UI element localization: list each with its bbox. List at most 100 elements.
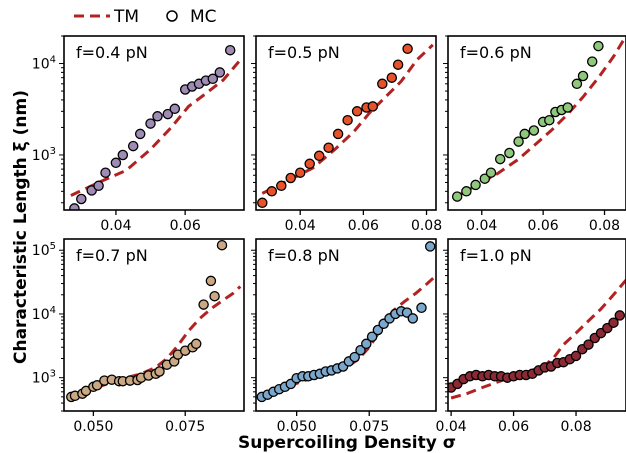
- tm-curve: [261, 43, 434, 195]
- x-tick-label: 0.06: [498, 419, 529, 435]
- panel-3: 0.04 0.06 0.08 f=0.6 pN: [443, 35, 626, 234]
- mc-point: [342, 114, 353, 126]
- panel-6: 0.04 0.06 0.08 f=1.0 pN: [436, 238, 626, 435]
- mc-point: [386, 72, 398, 83]
- mc-point: [513, 136, 524, 147]
- panel-3-plot-area: [451, 36, 626, 202]
- y-tick-label: 104: [32, 55, 56, 73]
- x-tick-label: 0.04: [466, 218, 497, 234]
- mc-point: [304, 158, 315, 170]
- mc-point: [593, 40, 604, 52]
- x-tick-label: 0.08: [411, 218, 442, 234]
- legend: TM MC: [74, 7, 217, 27]
- x-tick-label: 0.04: [100, 218, 131, 234]
- mc-point: [154, 366, 165, 377]
- mc-point: [424, 241, 436, 252]
- mc-point: [127, 140, 139, 152]
- panel-4-plot-area: [66, 239, 242, 403]
- panel-frame: [255, 35, 437, 211]
- mc-point: [313, 150, 325, 162]
- panel-label: f=0.4 pN: [76, 43, 148, 62]
- mc-point: [416, 302, 427, 314]
- mc-point: [577, 70, 589, 82]
- mc-point: [145, 118, 156, 129]
- x-tick-label: 0.050: [277, 419, 317, 435]
- mc-point: [162, 108, 174, 120]
- mc-point: [494, 153, 506, 165]
- panel-frame: [63, 35, 245, 211]
- panel-4: 0.050 0.075 103 104 105 f=0.7 pN: [32, 238, 245, 435]
- mc-point: [332, 128, 344, 140]
- y-axis-title: Characteristic Length ξ (nm): [11, 90, 31, 364]
- mc-point: [349, 351, 360, 363]
- mc-point: [377, 78, 388, 90]
- x-axis-title: Supercoiling Density σ: [238, 433, 456, 453]
- panel-2: 0.04 0.06 0.08 f=0.5 pN: [251, 35, 442, 234]
- tm-curve: [450, 279, 626, 400]
- mc-point: [355, 344, 366, 356]
- tm-curve: [67, 285, 242, 400]
- panel-label: f=0.6 pN: [460, 43, 532, 62]
- panel-5: 0.050 0.075 f=0.8 pN: [251, 238, 437, 435]
- mc-point: [152, 111, 163, 122]
- panel-label: f=0.8 pN: [268, 246, 340, 265]
- mc-point: [614, 310, 626, 321]
- mc-point: [91, 380, 103, 391]
- x-tick-label: 0.050: [73, 419, 113, 435]
- panel-1-plot-area: [69, 44, 242, 210]
- mc-point: [351, 106, 363, 117]
- mc-point: [571, 78, 583, 90]
- x-tick-label: 0.04: [436, 419, 467, 435]
- mc-point: [214, 67, 226, 78]
- mc-point: [361, 338, 372, 350]
- panels: 0.04 0.06 103 104 f=0.4 pN 0.04 0.06 0.08 f=0.5 …: [32, 35, 626, 435]
- mc-point: [504, 147, 515, 159]
- mc-point: [190, 338, 202, 350]
- mc-point: [608, 317, 619, 328]
- mc-point: [169, 103, 181, 115]
- legend-tm-label: TM: [113, 7, 139, 27]
- panel-frame: [447, 35, 626, 211]
- mc-point: [402, 43, 413, 55]
- mc-point: [528, 125, 540, 136]
- x-tick-label: 0.06: [348, 218, 379, 234]
- tm-curve: [70, 58, 242, 197]
- mc-point: [451, 191, 463, 202]
- mc-point: [209, 290, 220, 302]
- mc-point: [586, 56, 598, 67]
- panel-6-plot-area: [448, 279, 626, 400]
- mc-point: [117, 149, 129, 161]
- x-tick-label: 0.06: [528, 218, 559, 234]
- legend-mc-marker: [166, 10, 178, 22]
- panel-frame: [255, 238, 437, 412]
- mc-point: [257, 197, 268, 209]
- mc-point: [294, 167, 306, 178]
- panel-frame: [63, 238, 245, 412]
- mc-point: [392, 59, 404, 70]
- mc-point: [134, 128, 146, 140]
- mc-point: [285, 172, 296, 184]
- x-tick-label: 0.08: [589, 218, 620, 234]
- mc-point: [207, 73, 219, 85]
- mc-point: [323, 142, 334, 153]
- mc-point: [562, 102, 573, 113]
- mc-point: [407, 313, 419, 324]
- mc-point: [110, 157, 122, 169]
- panel-label: f=0.7 pN: [76, 246, 148, 265]
- panel-2-plot-area: [257, 43, 434, 209]
- mc-point: [461, 186, 472, 197]
- mc-point: [479, 173, 491, 184]
- mc-point: [205, 275, 217, 287]
- mc-point: [216, 239, 228, 251]
- mc-point: [366, 331, 378, 342]
- legend-mc-label: MC: [190, 7, 217, 27]
- panel-label: f=0.5 pN: [268, 43, 340, 62]
- mc-point: [544, 114, 555, 126]
- mc-point: [76, 193, 87, 205]
- panel-label: f=1.0 pN: [460, 246, 532, 265]
- panel-5-plot-area: [256, 241, 436, 403]
- mc-point: [470, 179, 481, 191]
- mc-point: [276, 180, 287, 192]
- y-tick-label: 103: [32, 146, 56, 164]
